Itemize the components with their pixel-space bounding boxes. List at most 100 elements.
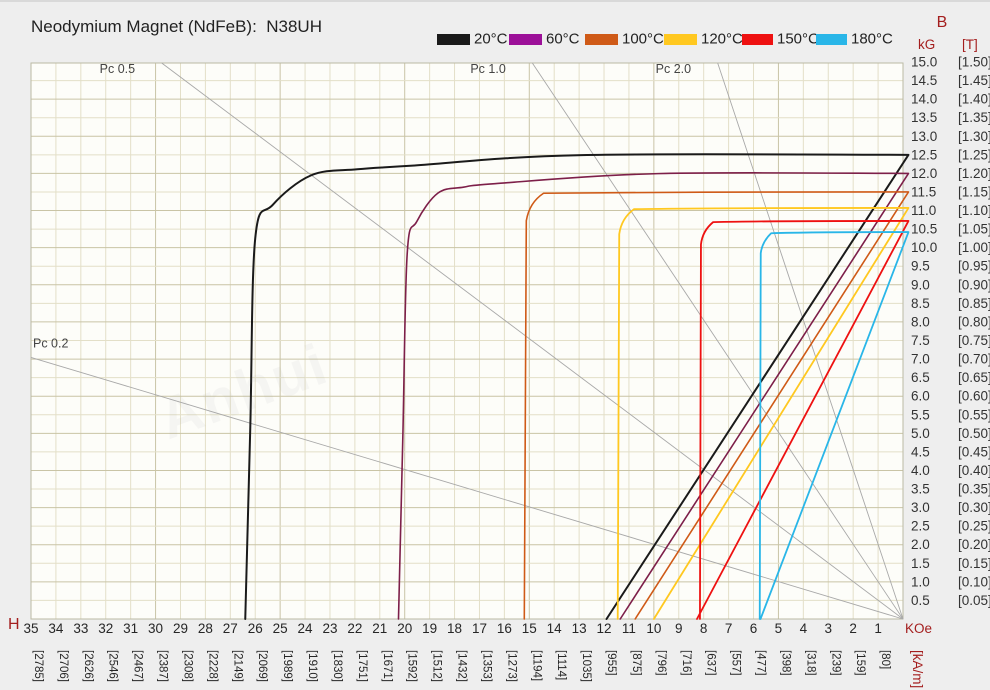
svg-text:13.5: 13.5 [911, 110, 937, 125]
svg-text:5.5: 5.5 [911, 407, 930, 422]
svg-text:11: 11 [622, 621, 636, 636]
svg-text:[0.30]: [0.30] [958, 500, 990, 515]
svg-text:[1910]: [1910] [306, 650, 318, 682]
svg-text:4: 4 [800, 621, 808, 636]
svg-text:[557]: [557] [730, 650, 742, 676]
svg-text:[0.70]: [0.70] [958, 352, 990, 367]
svg-text:[1035]: [1035] [580, 650, 592, 682]
svg-text:22: 22 [347, 621, 362, 636]
svg-text:15.0: 15.0 [911, 55, 937, 70]
svg-text:6: 6 [750, 621, 758, 636]
svg-text:35: 35 [23, 621, 38, 636]
svg-text:18: 18 [447, 621, 462, 636]
svg-text:[0.90]: [0.90] [958, 277, 990, 292]
svg-text:[1.20]: [1.20] [958, 166, 990, 181]
svg-text:8.5: 8.5 [911, 296, 930, 311]
svg-text:3: 3 [825, 621, 833, 636]
svg-text:[239]: [239] [829, 650, 841, 676]
svg-text:16: 16 [497, 621, 512, 636]
svg-text:[1.35]: [1.35] [958, 110, 990, 125]
svg-text:H: H [8, 616, 20, 633]
svg-text:[398]: [398] [779, 650, 791, 676]
svg-text:9.0: 9.0 [911, 277, 930, 292]
svg-text:9.5: 9.5 [911, 259, 930, 274]
svg-text:Pc 2.0: Pc 2.0 [656, 62, 691, 76]
svg-text:[1.00]: [1.00] [958, 240, 990, 255]
svg-text:100°C: 100°C [622, 31, 664, 48]
svg-text:14: 14 [547, 621, 563, 636]
svg-text:Pc 1.0: Pc 1.0 [470, 62, 505, 76]
svg-text:12.0: 12.0 [911, 166, 937, 181]
svg-text:20°C: 20°C [474, 31, 508, 48]
svg-text:[1194]: [1194] [530, 650, 542, 681]
svg-text:[0.65]: [0.65] [958, 370, 990, 385]
svg-text:[1.15]: [1.15] [958, 184, 990, 199]
svg-text:6.5: 6.5 [911, 370, 930, 385]
svg-text:[1512]: [1512] [431, 650, 443, 682]
svg-text:Pc 0.5: Pc 0.5 [100, 62, 135, 76]
svg-text:19: 19 [422, 621, 437, 636]
svg-text:25: 25 [273, 621, 288, 636]
svg-text:[2546]: [2546] [107, 650, 119, 682]
svg-text:23: 23 [322, 621, 337, 636]
svg-text:24: 24 [298, 621, 314, 636]
svg-text:[0.45]: [0.45] [958, 444, 990, 459]
svg-text:11.0: 11.0 [911, 203, 936, 218]
svg-text:14.5: 14.5 [911, 73, 937, 88]
svg-text:[0.85]: [0.85] [958, 296, 990, 311]
svg-text:10.5: 10.5 [911, 222, 937, 237]
svg-text:20: 20 [397, 621, 412, 636]
svg-text:9: 9 [675, 621, 683, 636]
svg-text:[0.10]: [0.10] [958, 574, 990, 589]
svg-text:[1751]: [1751] [356, 650, 368, 682]
svg-text:[T]: [T] [962, 37, 978, 52]
svg-text:1: 1 [874, 621, 882, 636]
svg-text:21: 21 [372, 621, 387, 636]
svg-text:[0.25]: [0.25] [958, 519, 990, 534]
svg-text:[1.50]: [1.50] [958, 55, 990, 70]
svg-text:[0.60]: [0.60] [958, 389, 990, 404]
svg-text:[2308]: [2308] [181, 650, 193, 682]
svg-text:[1432]: [1432] [456, 650, 468, 682]
svg-text:8: 8 [700, 621, 708, 636]
svg-text:3.5: 3.5 [911, 482, 930, 497]
svg-text:12: 12 [597, 621, 612, 636]
svg-text:[2467]: [2467] [132, 650, 144, 682]
svg-text:[2149]: [2149] [231, 650, 243, 682]
svg-text:10: 10 [646, 621, 661, 636]
svg-text:13: 13 [572, 621, 587, 636]
svg-text:Pc 0.2: Pc 0.2 [33, 336, 68, 350]
svg-text:26: 26 [248, 621, 263, 636]
svg-text:3.0: 3.0 [911, 500, 930, 515]
svg-text:[0.55]: [0.55] [958, 407, 990, 422]
svg-text:28: 28 [198, 621, 213, 636]
svg-text:KOe: KOe [905, 621, 932, 636]
svg-text:[0.35]: [0.35] [958, 482, 990, 497]
svg-text:[1.10]: [1.10] [958, 203, 990, 218]
svg-text:[0.40]: [0.40] [958, 463, 990, 478]
svg-text:[318]: [318] [804, 650, 816, 676]
svg-text:15: 15 [522, 621, 537, 636]
svg-text:7.0: 7.0 [911, 352, 930, 367]
svg-text:[1.05]: [1.05] [958, 222, 990, 237]
svg-text:2.0: 2.0 [911, 537, 930, 552]
svg-text:[1114]: [1114] [555, 650, 567, 680]
svg-text:[0.15]: [0.15] [958, 556, 990, 571]
svg-text:[1592]: [1592] [406, 650, 418, 682]
svg-text:[0.20]: [0.20] [958, 537, 990, 552]
svg-text:6.0: 6.0 [911, 389, 930, 404]
svg-text:4.5: 4.5 [911, 444, 930, 459]
svg-text:Neodymium Magnet (NdFeB): N38: Neodymium Magnet (NdFeB): N38UH [31, 17, 322, 36]
svg-text:14.0: 14.0 [911, 92, 937, 107]
svg-text:30: 30 [148, 621, 163, 636]
svg-text:[1.40]: [1.40] [958, 92, 990, 107]
svg-text:120°C: 120°C [701, 31, 743, 48]
svg-text:[80]: [80] [879, 650, 891, 669]
svg-text:12.5: 12.5 [911, 147, 937, 162]
svg-text:7.5: 7.5 [911, 333, 930, 348]
svg-text:[1830]: [1830] [331, 650, 343, 682]
svg-text:[2626]: [2626] [82, 650, 94, 682]
svg-text:60°C: 60°C [546, 31, 580, 48]
svg-text:[716]: [716] [680, 650, 692, 676]
svg-text:[1.25]: [1.25] [958, 147, 990, 162]
